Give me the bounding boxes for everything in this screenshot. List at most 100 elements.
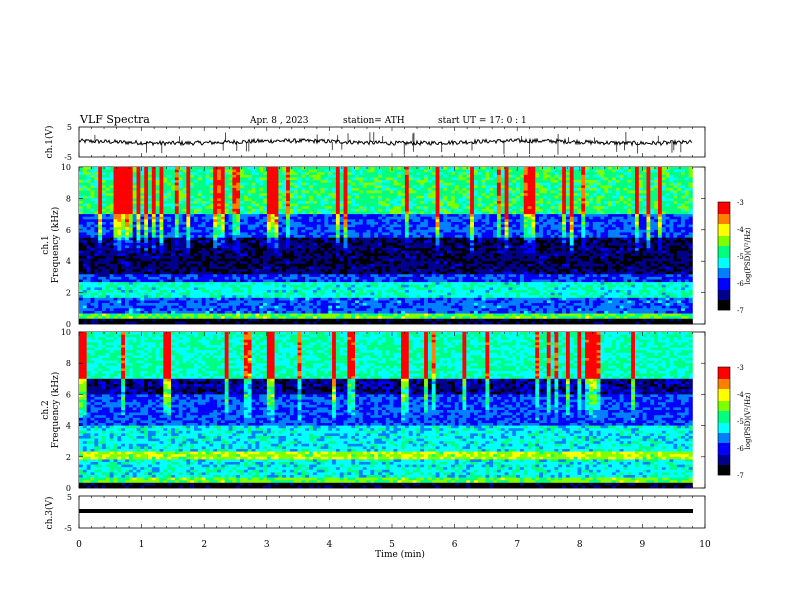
spectrogram-cell [504, 185, 509, 189]
spectrogram-cell [301, 237, 306, 241]
spectrogram-cell [539, 201, 544, 204]
spectrogram-cell [393, 193, 398, 197]
spectrogram-cell [171, 221, 176, 225]
spectrogram-cell [588, 198, 594, 202]
spectrogram-cell [389, 235, 394, 238]
spectrogram-cell [546, 214, 551, 218]
spectrogram-cell [125, 198, 130, 202]
spectrogram-cell [588, 180, 594, 183]
spectrogram-cell [447, 235, 452, 238]
spectrogram-cell [151, 229, 156, 233]
spectrogram-cell [117, 235, 122, 238]
spectrogram-cell [462, 206, 467, 210]
spectrogram-cell [519, 229, 525, 233]
spectrogram-cell [619, 224, 624, 228]
spectrogram-cell [289, 237, 295, 241]
spectrogram-cell [385, 211, 390, 215]
spectrogram-cell [523, 242, 528, 246]
spectrogram-cell [148, 227, 153, 231]
spectrogram-cell [565, 227, 571, 231]
spectrogram-cell [312, 219, 318, 223]
spectrogram-cell [650, 193, 655, 197]
spectrogram-cell [144, 193, 149, 197]
spectrogram-cell [665, 227, 670, 231]
spectrogram-cell [316, 201, 321, 204]
spectrogram-cell [167, 208, 172, 212]
spectrogram-cell [335, 211, 341, 215]
spectrogram-cell [508, 169, 513, 173]
spectrogram-cell [194, 169, 199, 173]
spectrogram-cell [255, 206, 260, 210]
spectrogram-cell [531, 242, 536, 246]
spectrogram-cell [178, 195, 183, 199]
spectrogram-cell [443, 198, 448, 202]
spectrogram-cell [665, 221, 670, 225]
spectrogram-cell [270, 182, 275, 186]
spectrogram-cell [220, 195, 225, 199]
spectrogram-cell [642, 195, 647, 199]
spectrogram-cell [577, 240, 582, 244]
spectrogram-cell [424, 235, 429, 238]
spectrogram-cell [263, 206, 268, 210]
spectrogram-cell [171, 235, 176, 238]
spectrogram-cell [128, 167, 133, 170]
spectrogram-cell [128, 177, 133, 181]
spectrogram-cell [416, 193, 421, 197]
spectrogram-cell [420, 224, 425, 228]
spectrogram-cell [94, 177, 99, 181]
spectrogram-cell [554, 174, 559, 178]
spectrogram-cell [205, 167, 210, 170]
spectrogram-cell [278, 182, 283, 186]
spectrogram-cell [266, 227, 272, 231]
spectrogram-cell [462, 167, 467, 170]
spectrogram-cell [481, 177, 486, 181]
spectrogram-cell [159, 242, 164, 246]
spectrogram-cell [554, 182, 559, 186]
spectrogram-cell [592, 198, 597, 202]
spectrogram-cell [224, 242, 229, 246]
spectrogram-cell [289, 201, 295, 204]
spectrogram-cell [481, 237, 486, 241]
spectrogram-cell [289, 214, 295, 218]
spectrogram-cell [443, 201, 448, 204]
spectrogram-cell [205, 182, 210, 186]
spectrogram-cell [113, 203, 118, 207]
spectrogram-cell [397, 195, 402, 199]
spectrogram-cell [282, 221, 287, 225]
spectrogram-cell [140, 167, 145, 170]
spectrogram-cell [397, 169, 402, 173]
spectrogram-cell [481, 224, 486, 228]
spectrogram-cell [673, 214, 678, 218]
spectrogram-cell [209, 180, 214, 183]
spectrogram-cell [500, 240, 505, 244]
spectrogram-cell [634, 224, 640, 228]
spectrogram-cell [213, 237, 218, 241]
spectrogram-cell [512, 195, 517, 199]
spectrogram-cell [489, 240, 494, 244]
spectrogram-cell [220, 203, 225, 207]
spectrogram-cell [657, 182, 663, 186]
spectrogram-cell [159, 182, 164, 186]
spectrogram-cell [332, 190, 337, 194]
spectrogram-cell [427, 206, 433, 210]
spectrogram-cell [320, 180, 325, 183]
spectrogram-cell [151, 208, 156, 212]
spectrogram-cell [569, 195, 574, 199]
spectrogram-cell [259, 242, 264, 246]
spectrogram-cell [174, 227, 179, 231]
spectrogram-cell [619, 216, 624, 220]
spectrogram-cell [259, 219, 264, 223]
spectrogram-cell [366, 240, 371, 244]
spectrogram-cell [481, 229, 486, 233]
spectrogram-cell [186, 201, 191, 204]
spectrogram-cell [224, 174, 229, 178]
spectrogram-cell [539, 219, 544, 223]
spectrogram-cell [565, 214, 571, 218]
spectrogram-cell [335, 198, 341, 202]
spectrogram-cell [366, 174, 371, 178]
spectrogram-cell [339, 211, 344, 215]
spectrogram-cell [519, 235, 525, 238]
spectrogram-cell [611, 187, 617, 191]
spectrogram-cell [167, 177, 172, 181]
spectrogram-cell [366, 211, 371, 215]
